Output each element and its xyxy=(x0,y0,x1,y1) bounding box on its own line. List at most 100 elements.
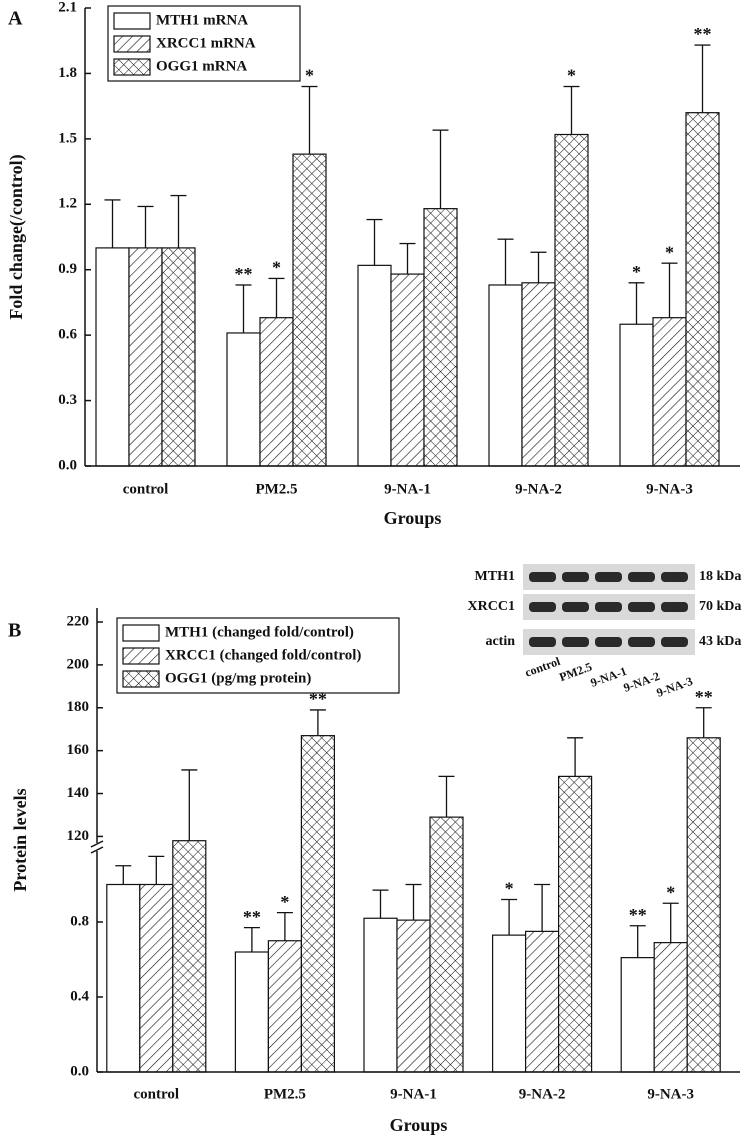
bar xyxy=(267,940,302,1073)
y-tick-label: 0.8 xyxy=(70,913,89,929)
bar xyxy=(128,247,163,467)
panel-label: B xyxy=(8,620,21,642)
significance: ** xyxy=(629,905,647,925)
significance: * xyxy=(665,242,674,262)
legend-swatch xyxy=(113,35,151,53)
blot-band xyxy=(628,637,655,647)
x-tick-label: control xyxy=(134,1086,180,1102)
significance: * xyxy=(272,258,281,278)
blot-band xyxy=(562,637,589,647)
blot-size-label: 18 kDa xyxy=(699,569,741,584)
bar xyxy=(390,273,425,467)
legend-swatch xyxy=(113,12,151,30)
blot-band xyxy=(628,572,655,582)
y-tick-label: 220 xyxy=(67,613,90,629)
y-tick-label: 1.2 xyxy=(58,196,77,212)
panel-label: A xyxy=(8,8,23,30)
blot-band xyxy=(529,572,556,582)
blot-band xyxy=(595,637,622,647)
x-tick-label: PM2.5 xyxy=(264,1086,306,1102)
blot-lane-label: PM2.5 xyxy=(557,659,593,684)
legend-swatch xyxy=(122,670,160,688)
bar xyxy=(554,133,589,467)
bar xyxy=(524,930,560,1073)
y-tick-label: 160 xyxy=(67,742,90,758)
bar xyxy=(106,883,141,1073)
bar xyxy=(234,951,269,1073)
y-tick-label: 0.4 xyxy=(70,988,89,1004)
bar xyxy=(521,282,556,467)
bar xyxy=(95,247,130,467)
bar xyxy=(429,816,464,1073)
x-tick-label: 9-NA-1 xyxy=(384,481,431,497)
significance: * xyxy=(567,66,576,86)
blot-row-label: actin xyxy=(485,634,515,649)
blot-band xyxy=(661,637,688,647)
legend-box xyxy=(116,617,400,694)
legend-label: MTH1 (changed fold/control) xyxy=(165,624,354,640)
significance: ** xyxy=(243,907,261,927)
bar xyxy=(652,317,687,467)
legend-label: XRCC1 (changed fold/control) xyxy=(165,647,361,663)
y-tick-label: 1.8 xyxy=(58,65,77,81)
y-axis-label: Fold change(/control) xyxy=(6,154,27,319)
axis-break xyxy=(90,840,104,848)
bar xyxy=(492,934,527,1073)
axis-break xyxy=(90,846,104,854)
significance: ** xyxy=(235,264,253,284)
significance: * xyxy=(505,879,514,899)
blot-band xyxy=(595,602,622,612)
bar xyxy=(357,264,392,467)
y-tick-label: 1.5 xyxy=(58,130,77,146)
bar xyxy=(292,153,327,467)
blot-band xyxy=(661,602,688,612)
x-axis-label: Groups xyxy=(384,508,442,528)
bar xyxy=(686,737,721,1073)
axis-break-gap xyxy=(93,843,101,851)
x-tick-label: 9-NA-2 xyxy=(515,481,562,497)
blot-band xyxy=(529,637,556,647)
bar xyxy=(161,247,196,467)
x-tick-label: 9-NA-1 xyxy=(390,1086,437,1102)
blot-band xyxy=(628,602,655,612)
bar xyxy=(557,775,593,1073)
y-axis-label: Protein levels xyxy=(10,788,30,891)
bar xyxy=(300,735,335,1073)
bar xyxy=(423,208,458,467)
y-tick-label: 120 xyxy=(67,828,90,844)
y-tick-label: 0.9 xyxy=(58,261,77,277)
blot-lane-label: control xyxy=(523,654,563,680)
blot-row-label: MTH1 xyxy=(475,569,515,584)
significance: * xyxy=(666,882,675,902)
blot-band xyxy=(562,602,589,612)
blot-band xyxy=(595,572,622,582)
x-tick-label: 9-NA-3 xyxy=(646,481,693,497)
bar xyxy=(620,957,655,1073)
x-axis-label: Groups xyxy=(390,1115,448,1135)
legend-swatch xyxy=(113,58,151,76)
significance: * xyxy=(632,262,641,282)
significance: ** xyxy=(695,687,713,707)
blot-band xyxy=(562,572,589,582)
blot-band xyxy=(661,572,688,582)
significance: * xyxy=(280,892,289,912)
blot-row-label: XRCC1 xyxy=(468,599,515,614)
significance: ** xyxy=(309,689,327,709)
y-tick-label: 0.6 xyxy=(58,327,77,343)
legend-label: OGG1 (pg/mg protein) xyxy=(165,670,311,686)
y-tick-label: 140 xyxy=(67,785,90,801)
legend-label: OGG1 mRNA xyxy=(156,58,247,74)
blot-size-label: 43 kDa xyxy=(699,634,741,649)
blot-size-label: 70 kDa xyxy=(699,599,741,614)
blot-lane-label: 9-NA-3 xyxy=(655,674,695,700)
y-tick-label: 0.0 xyxy=(58,457,77,473)
blot-band xyxy=(529,602,556,612)
legend-label: XRCC1 mRNA xyxy=(156,35,256,51)
bar xyxy=(488,284,523,467)
legend-swatch xyxy=(122,624,160,642)
significance: ** xyxy=(694,24,712,44)
x-tick-label: control xyxy=(123,481,169,497)
y-tick-label: 2.1 xyxy=(58,0,77,15)
y-tick-label: 200 xyxy=(67,656,90,672)
